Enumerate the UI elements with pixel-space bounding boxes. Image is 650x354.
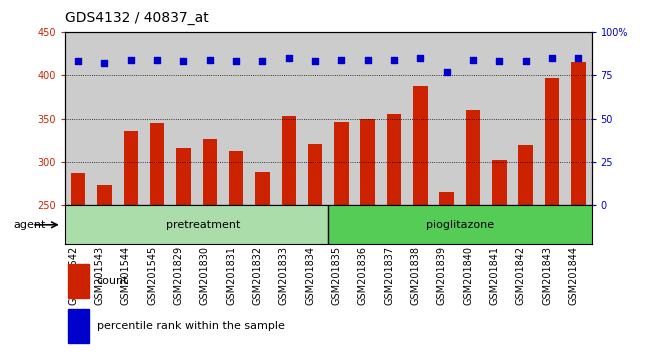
Point: [310, 58, 320, 64]
Point: [468, 57, 478, 62]
Bar: [387, 114, 401, 205]
Bar: [150, 123, 164, 205]
Point: [178, 58, 188, 64]
Bar: [98, 185, 112, 205]
Text: percentile rank within the sample: percentile rank within the sample: [97, 321, 285, 331]
Bar: [407, 32, 434, 205]
Bar: [118, 32, 144, 205]
Text: GSM201843: GSM201843: [542, 246, 552, 305]
Point: [494, 58, 504, 64]
Text: GDS4132 / 40837_at: GDS4132 / 40837_at: [65, 11, 209, 25]
Text: GSM201840: GSM201840: [463, 246, 473, 305]
Point: [99, 60, 110, 66]
Bar: [276, 32, 302, 205]
Text: GSM201837: GSM201837: [384, 246, 394, 306]
Bar: [381, 32, 407, 205]
Point: [547, 55, 557, 61]
Bar: [68, 264, 88, 298]
Bar: [250, 32, 276, 205]
Point: [231, 58, 241, 64]
Bar: [302, 32, 328, 205]
Bar: [519, 145, 533, 205]
Text: pioglitazone: pioglitazone: [426, 220, 494, 230]
Text: GSM201834: GSM201834: [305, 246, 315, 305]
Point: [363, 57, 373, 62]
Bar: [68, 309, 88, 343]
Bar: [492, 160, 506, 205]
Bar: [439, 192, 454, 205]
Point: [283, 55, 294, 61]
Text: GSM201542: GSM201542: [68, 246, 78, 306]
Bar: [571, 62, 586, 205]
Text: GSM201833: GSM201833: [279, 246, 289, 305]
Bar: [281, 116, 296, 205]
Bar: [144, 32, 170, 205]
Bar: [545, 78, 559, 205]
Text: GSM201831: GSM201831: [226, 246, 236, 305]
Point: [205, 57, 215, 62]
Bar: [65, 205, 328, 244]
Text: GSM201844: GSM201844: [568, 246, 578, 305]
Point: [73, 58, 83, 64]
Bar: [334, 122, 348, 205]
Bar: [176, 148, 190, 205]
Point: [125, 57, 136, 62]
Bar: [255, 172, 270, 205]
Text: GSM201544: GSM201544: [121, 246, 131, 306]
Text: GSM201842: GSM201842: [515, 246, 526, 306]
Text: GSM201839: GSM201839: [437, 246, 447, 305]
Point: [441, 69, 452, 75]
Bar: [308, 144, 322, 205]
Bar: [434, 32, 460, 205]
Text: GSM201835: GSM201835: [332, 246, 341, 306]
Text: GSM201545: GSM201545: [147, 246, 157, 306]
Point: [573, 55, 584, 61]
Bar: [124, 131, 138, 205]
Text: GSM201543: GSM201543: [94, 246, 105, 306]
Bar: [196, 32, 223, 205]
Bar: [328, 32, 355, 205]
Text: GSM201836: GSM201836: [358, 246, 368, 305]
Bar: [413, 86, 428, 205]
Point: [257, 58, 268, 64]
Text: agent: agent: [13, 220, 46, 230]
Bar: [328, 205, 592, 244]
Text: GSM201832: GSM201832: [252, 246, 263, 306]
Text: pretreatment: pretreatment: [166, 220, 240, 230]
Point: [336, 57, 346, 62]
Bar: [229, 151, 243, 205]
Bar: [91, 32, 118, 205]
Bar: [203, 138, 217, 205]
Text: GSM201838: GSM201838: [410, 246, 421, 305]
Bar: [566, 32, 592, 205]
Text: GSM201830: GSM201830: [200, 246, 210, 305]
Text: GSM201829: GSM201829: [174, 246, 183, 306]
Bar: [361, 119, 375, 205]
Bar: [71, 173, 85, 205]
Bar: [355, 32, 381, 205]
Point: [521, 58, 531, 64]
Bar: [513, 32, 539, 205]
Bar: [65, 32, 91, 205]
Text: count: count: [97, 276, 128, 286]
Point: [389, 57, 399, 62]
Point: [415, 55, 426, 61]
Bar: [466, 110, 480, 205]
Bar: [170, 32, 196, 205]
Bar: [460, 32, 486, 205]
Point: [152, 57, 162, 62]
Text: GSM201841: GSM201841: [489, 246, 499, 305]
Bar: [486, 32, 513, 205]
Bar: [223, 32, 250, 205]
Bar: [539, 32, 566, 205]
